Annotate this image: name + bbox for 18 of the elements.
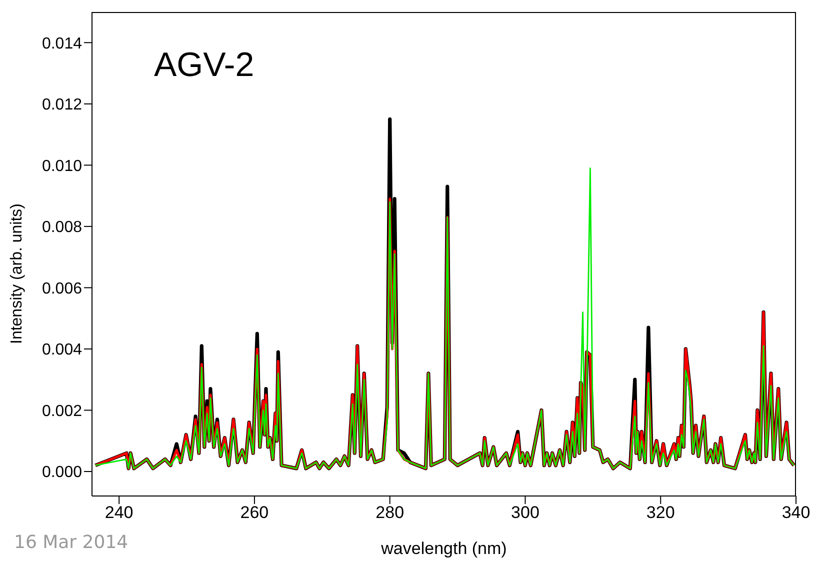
y-tick-label: 0.012: [42, 96, 82, 114]
y-tick-label: 0.000: [42, 464, 82, 482]
y-tick-label: 0.010: [42, 158, 82, 175]
y-axis-title: Intensity (arb. units): [8, 204, 26, 344]
x-tick-label: 240: [104, 503, 134, 522]
y-tick-label: 0.004: [42, 342, 82, 359]
x-tick-label: 280: [376, 503, 404, 522]
y-tick-label: 0.002: [42, 402, 82, 420]
x-axis-title: wavelength (nm): [380, 539, 507, 558]
x-tick-label: 320: [646, 503, 675, 522]
x-tick-label: 340: [782, 503, 810, 522]
annotation: AGV-2: [154, 46, 254, 85]
text: 16 Mar 2014: [14, 532, 128, 553]
y-tick-label: 0.006: [42, 280, 82, 298]
y-tick-label: 0.008: [42, 219, 82, 236]
x-tick-label: 260: [240, 503, 269, 522]
y-tick-label: 0.014: [42, 35, 82, 52]
x-tick-label: 300: [511, 503, 540, 522]
